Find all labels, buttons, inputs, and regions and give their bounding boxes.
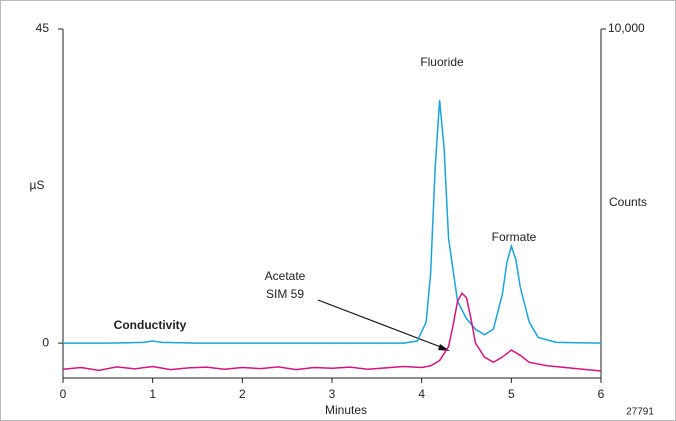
y-tick-label: 45 bbox=[36, 21, 50, 35]
x-tick-label: 2 bbox=[239, 387, 246, 401]
annotation: SIM 59 bbox=[266, 287, 304, 301]
y-axis-label: µS bbox=[30, 178, 45, 192]
y2-tick-label: 10,000 bbox=[608, 21, 645, 35]
series-label: Conductivity bbox=[114, 318, 187, 332]
x-tick-label: 3 bbox=[329, 387, 336, 401]
annotation: Formate bbox=[492, 230, 537, 244]
series-line bbox=[62, 291, 602, 372]
annotation-arrow bbox=[317, 299, 447, 350]
x-tick-label: 4 bbox=[418, 387, 425, 401]
x-tick-label: 0 bbox=[60, 387, 67, 401]
x-tick-label: 6 bbox=[598, 387, 605, 401]
annotation: Fluoride bbox=[420, 55, 464, 69]
x-axis-label: Minutes bbox=[325, 403, 367, 417]
annotation: Acetate bbox=[265, 269, 306, 283]
annotation: 27791 bbox=[626, 407, 654, 418]
y2-axis-label: Counts bbox=[609, 195, 647, 209]
x-tick-label: 5 bbox=[508, 387, 515, 401]
series-line bbox=[63, 100, 602, 344]
x-tick-label: 1 bbox=[149, 387, 156, 401]
y-tick-label: 0 bbox=[42, 335, 49, 349]
